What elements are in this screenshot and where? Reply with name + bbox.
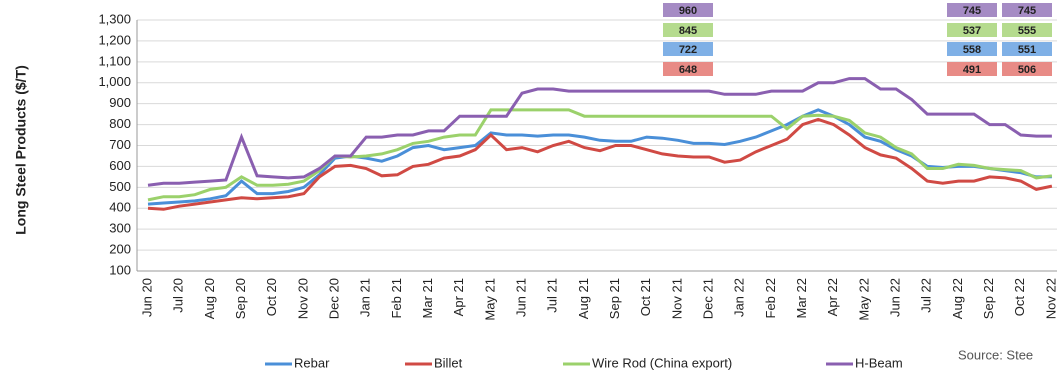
callout-label: 845 <box>679 25 697 37</box>
x-tick-label: Jan 22 <box>732 278 747 317</box>
legend-label: Billet <box>434 355 463 370</box>
series-line <box>147 108 1052 206</box>
x-tick-label: Apr 21 <box>451 278 466 316</box>
x-tick-label: Aug 21 <box>576 278 591 319</box>
x-tick-label: Mar 21 <box>420 278 435 318</box>
x-tick-label: Oct 20 <box>264 278 279 316</box>
y-tick-label: 400 <box>109 200 131 215</box>
series-line <box>147 117 1053 211</box>
callout-label: 745 <box>1018 5 1036 17</box>
callout-box <box>947 23 997 37</box>
y-tick-label: 500 <box>109 179 131 194</box>
y-tick-label: 800 <box>109 116 131 131</box>
callout-box <box>1002 23 1052 37</box>
legend-label: H-Beam <box>855 355 903 370</box>
callout-box <box>947 62 997 76</box>
callout-label: 648 <box>679 64 697 76</box>
x-tick-label: Nov 21 <box>669 278 684 319</box>
y-tick-label: 200 <box>109 242 131 257</box>
x-tick-label: Oct 21 <box>638 278 653 316</box>
y-tick-label: 1,300 <box>98 11 131 26</box>
callout-label: 555 <box>1018 25 1036 37</box>
x-tick-label: Mar 22 <box>794 278 809 318</box>
legend-label: Rebar <box>294 355 330 370</box>
x-tick-label: Jun 22 <box>888 278 903 317</box>
y-tick-label: 100 <box>109 262 131 277</box>
x-tick-label: Jan 21 <box>358 278 373 317</box>
x-tick-label: Jun 20 <box>139 278 154 317</box>
callout-label: 491 <box>963 64 981 76</box>
series-line <box>147 77 1052 187</box>
x-tick-label: Aug 22 <box>950 278 965 319</box>
callout-label: 537 <box>963 25 981 37</box>
legend-label: Wire Rod (China export) <box>592 355 732 370</box>
y-tick-label: 900 <box>109 95 131 110</box>
x-tick-label: Nov 22 <box>1043 278 1057 319</box>
x-tick-label: Nov 20 <box>295 278 310 319</box>
y-tick-label: 1,000 <box>98 74 131 89</box>
callout-box <box>1002 62 1052 76</box>
x-tick-label: Sep 22 <box>981 278 996 319</box>
callout-box <box>1002 42 1052 56</box>
callout-label: 722 <box>679 44 697 56</box>
x-tick-label: Jul 20 <box>171 278 186 313</box>
y-tick-label: 600 <box>109 158 131 173</box>
callout-label: 551 <box>1018 44 1036 56</box>
x-tick-label: Jun 21 <box>513 278 528 317</box>
y-tick-label: 1,200 <box>98 32 131 47</box>
x-tick-label: May 22 <box>856 278 871 321</box>
x-tick-label: Oct 22 <box>1012 278 1027 316</box>
y-axis-label: Long Steel Products ($/T) <box>13 65 29 235</box>
callout-label: 506 <box>1018 64 1036 76</box>
x-tick-label: Apr 22 <box>825 278 840 316</box>
x-tick-label: Jul 22 <box>919 278 934 313</box>
series-line <box>147 108 1053 202</box>
callout-box <box>1002 3 1052 17</box>
callout-label: 745 <box>963 5 981 17</box>
callout-box <box>947 42 997 56</box>
callout-box <box>663 3 713 17</box>
callout-label: 960 <box>679 5 697 17</box>
callout-box <box>663 23 713 37</box>
x-tick-label: Jul 21 <box>545 278 560 313</box>
x-tick-label: Aug 20 <box>202 278 217 319</box>
x-tick-label: Dec 21 <box>700 278 715 319</box>
x-tick-label: Feb 21 <box>389 278 404 318</box>
x-tick-label: Sep 20 <box>233 278 248 319</box>
y-tick-label: 1,100 <box>98 53 131 68</box>
y-tick-label: 700 <box>109 137 131 152</box>
x-tick-label: Sep 21 <box>607 278 622 319</box>
callout-label: 558 <box>963 44 981 56</box>
source: Source: Stee <box>958 347 1033 362</box>
x-tick-label: Dec 20 <box>326 278 341 319</box>
callout-box <box>663 62 713 76</box>
callout-box <box>947 3 997 17</box>
callout-box <box>663 42 713 56</box>
x-tick-label: Feb 22 <box>763 278 778 318</box>
x-tick-label: May 21 <box>482 278 497 321</box>
y-tick-label: 300 <box>109 221 131 236</box>
